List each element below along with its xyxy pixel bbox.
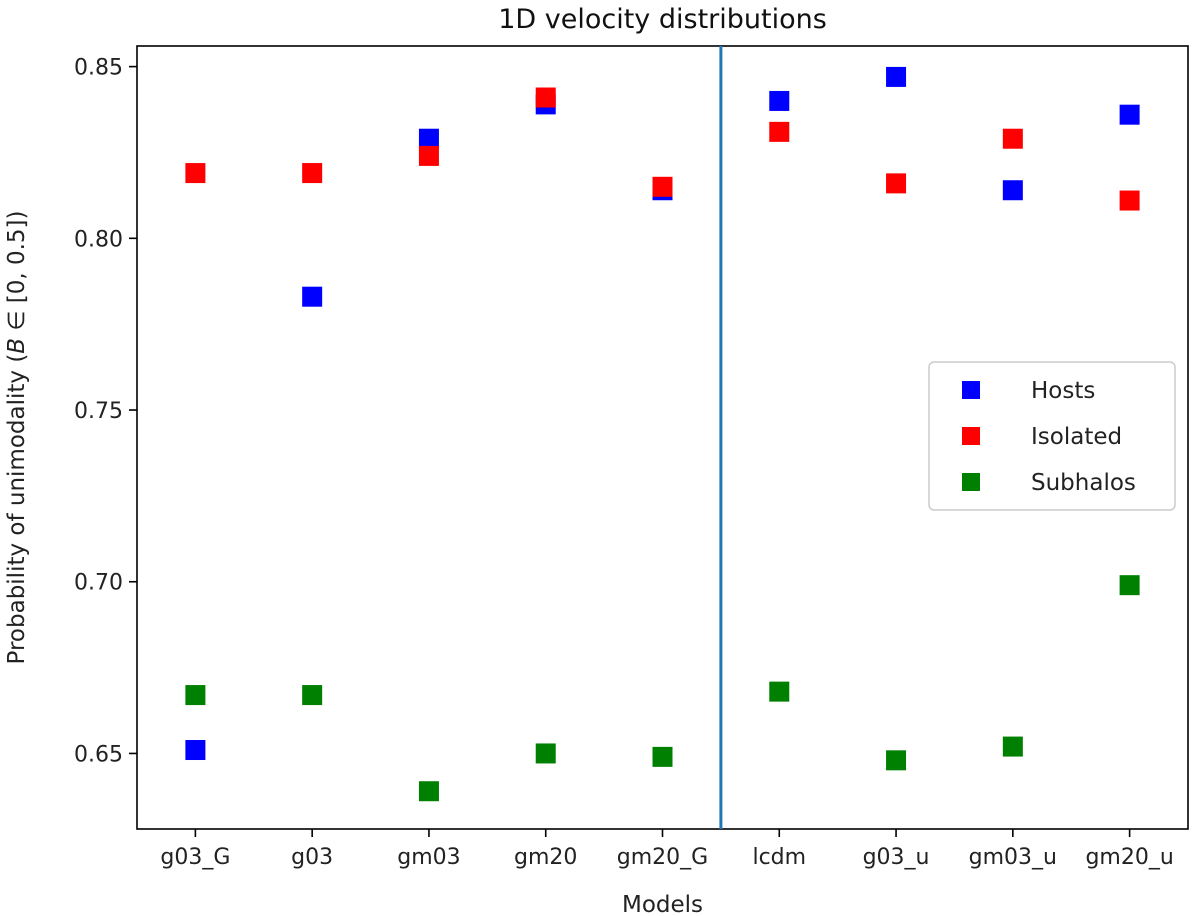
legend-marker-hosts [962, 381, 980, 399]
point-hosts-g03_G [185, 740, 206, 761]
point-isolated-gm20 [535, 87, 556, 108]
y-axis-label: Probability of unimodality (B ∈ [0, 0.5]… [4, 211, 30, 665]
point-subhalos-g03_G [185, 685, 206, 706]
legend-marker-subhalos [962, 473, 980, 491]
x-tick-label: lcdm [752, 845, 806, 870]
x-tick-label: gm20_u [1085, 845, 1173, 870]
y-tick-label: 0.65 [74, 742, 123, 767]
point-subhalos-gm20 [535, 743, 556, 764]
legend-label-hosts: Hosts [1031, 378, 1095, 404]
x-tick-label: g03 [291, 845, 333, 870]
point-isolated-gm20_u [1119, 190, 1140, 211]
point-isolated-gm03_u [1002, 128, 1023, 149]
point-subhalos-gm03 [418, 781, 439, 802]
point-isolated-lcdm [769, 121, 790, 142]
point-isolated-g03 [302, 163, 323, 184]
point-hosts-gm03 [418, 128, 439, 149]
y-tick-label: 0.80 [74, 227, 123, 252]
point-subhalos-g03_u [886, 750, 907, 771]
point-isolated-g03_G [185, 163, 206, 184]
point-subhalos-gm20_u [1119, 575, 1140, 596]
point-hosts-g03 [302, 286, 323, 307]
x-tick-label: gm20 [514, 845, 577, 870]
legend-marker-isolated [962, 427, 980, 445]
y-tick-label: 0.85 [74, 56, 123, 81]
point-subhalos-g03 [302, 685, 323, 706]
point-hosts-g03_u [886, 66, 907, 87]
y-tick-label: 0.70 [74, 571, 123, 596]
legend: Hosts Isolated Subhalos [928, 361, 1176, 511]
x-tick-label: g03_u [863, 845, 930, 870]
y-tick-label: 0.75 [74, 399, 123, 424]
point-hosts-lcdm [769, 90, 790, 111]
x-tick-label: gm20_G [617, 845, 708, 870]
point-hosts-gm03_u [1002, 180, 1023, 201]
point-hosts-gm20_u [1119, 104, 1140, 125]
point-subhalos-gm03_u [1002, 736, 1023, 757]
point-isolated-g03_u [886, 173, 907, 194]
legend-label-subhalos: Subhalos [1031, 470, 1136, 496]
point-isolated-gm20_G [652, 176, 673, 197]
legend-label-isolated: Isolated [1031, 424, 1122, 450]
point-subhalos-lcdm [769, 681, 790, 702]
x-axis: g03_G g03 gm03 gm20 gm20_G lcdm g03_u gm03_u gm2… [160, 829, 1174, 870]
point-subhalos-gm20_G [652, 746, 673, 767]
x-tick-label: gm03 [397, 845, 460, 870]
y-axis: 0.65 0.70 0.75 0.80 0.85 [74, 56, 137, 767]
x-axis-label: Models [622, 892, 703, 916]
legend-box [928, 361, 1176, 511]
data-points [185, 66, 1140, 802]
point-isolated-gm03 [418, 145, 439, 166]
x-tick-label: gm03_u [969, 845, 1057, 870]
chart-title: 1D velocity distributions [498, 4, 827, 35]
x-tick-label: g03_G [160, 845, 230, 870]
